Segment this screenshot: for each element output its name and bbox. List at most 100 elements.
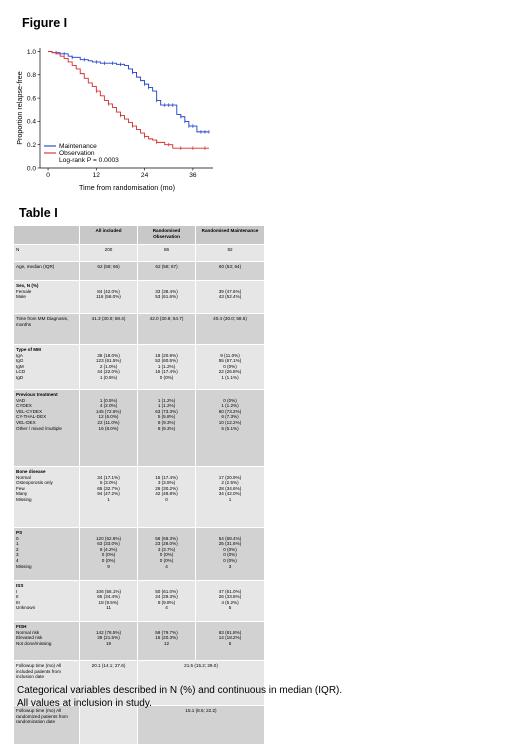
header-randomised-observation: Randomised Observation xyxy=(137,225,196,245)
row-label-line: Sex, N (%) xyxy=(16,283,39,288)
cell-c2: ​50 (61.0%)24 (29.3%)8 (9.8%)4 xyxy=(137,580,196,622)
cell-line: 6 (7.3%) xyxy=(221,414,239,420)
cell-line: 94 (47.2%) xyxy=(97,491,120,497)
row-label-line: Few xyxy=(16,485,25,491)
chart-ticks: 0.0 0.2 0.4 0.6 0.8 1.0 0 12 24 36 xyxy=(27,49,197,179)
cell-line: 0 (0%) xyxy=(223,552,237,558)
cell-line: 4 xyxy=(165,605,168,611)
followup1-randomised: 21.5 (15.2; 29.0) xyxy=(137,660,265,706)
cell-c1: ​120 (62.8%)63 (33.0%)8 (4.2%)0 (0%)0 (0… xyxy=(79,527,138,581)
row-label-line: 1 xyxy=(16,541,19,547)
row-label-line: IgA xyxy=(16,352,23,358)
cell-line: 0 (0%) xyxy=(159,557,174,563)
cell-line: 60 (53; 64) xyxy=(218,264,242,269)
cell-c3: 60 (53; 64) xyxy=(195,261,265,281)
cell-c1: 41.3 (30.0; 58.4) xyxy=(79,313,138,345)
km-chart: 0.0 0.2 0.4 0.6 0.8 1.0 0 12 24 36 MaintenanceObs… xyxy=(15,48,213,192)
row-label-line: 0 xyxy=(16,535,19,541)
table-title: Table I xyxy=(19,206,58,220)
legend-label: Maintenance xyxy=(59,143,97,150)
cell-line: 42 (48.8%) xyxy=(155,491,178,497)
cell-line: 60 (73.2%) xyxy=(218,408,242,414)
cell-line: 12 xyxy=(163,640,170,646)
followup1-all: 20.1 (14.1; 27.6) xyxy=(79,660,138,706)
chart-curves xyxy=(48,50,210,150)
cell-line: 0 (0%) xyxy=(223,363,237,369)
cell-line: 62 (58; 67) xyxy=(155,264,178,269)
cell-line: 1 (1.2%) xyxy=(221,403,239,409)
row-label-line: I xyxy=(16,588,18,594)
cell-line: 1 (1.2%) xyxy=(157,403,176,409)
table-row: Previous treatment VAD CYDEX VEL-CYDEX CY-TH… xyxy=(13,389,265,467)
x-axis-label: Time from randomisation (mo) xyxy=(79,183,175,192)
row-label-line: FISH xyxy=(16,624,27,629)
row-label: Time from MM Diagnosis, months xyxy=(13,313,80,345)
cell-line: 0 (0%) xyxy=(223,546,237,552)
cell-line: 2 (1.0%) xyxy=(99,363,118,369)
cell-line: 106 (56.1%) xyxy=(95,588,122,594)
followup1-label: Followup time (mo) All included patients… xyxy=(13,660,80,706)
cell-c3: ​17 (20.9%)2 (2.5%)28 (34.6%)34 (42.0%)1 xyxy=(195,466,265,528)
row-label-line: Osteoporosis only xyxy=(16,480,53,486)
footnote-line-2: All values at inclusion in study. xyxy=(17,698,152,709)
row-label-line: LCD xyxy=(16,369,26,375)
table-row: Bone disease Normal Osteoporosis only Few Ma… xyxy=(13,466,265,528)
cell-line: 200 xyxy=(104,247,113,252)
cell-c1: ​106 (56.1%)65 (34.4%)18 (9.5%)11 xyxy=(79,580,138,622)
cell-line: 53 (61.6%) xyxy=(155,294,178,300)
cell-c3: 40.4 (30.0; 58.5) xyxy=(195,313,265,345)
cell-line: 11 xyxy=(106,605,111,611)
row-label: FISH Normal risk Elevated risk Not done/mis… xyxy=(13,621,80,661)
row-label: PS 0 1 2 3 4 Missing xyxy=(13,527,80,581)
cell-line: 145 (72.5%) xyxy=(95,408,122,414)
figure-title: Figure I xyxy=(22,16,68,30)
cell-c2: 42.0 (30.8; 54.7) xyxy=(137,313,196,345)
cell-line: 44 (22.0%) xyxy=(97,369,120,375)
row-label-line: CY-THAL-DEX xyxy=(16,414,47,420)
cell-c3: ​47 (61.0%)26 (33.8%)4 (5.2%)5 xyxy=(195,580,265,622)
cell-line: 0 (0%) xyxy=(159,374,174,380)
row-label-line: CYDEX xyxy=(16,403,32,409)
cell-line: 3 (3.7%) xyxy=(157,546,176,552)
row-label: ISS I II III Unknown xyxy=(13,580,80,622)
cell-line: 43 (52.4%) xyxy=(218,294,242,300)
cell-c3: ​9 (11.0%)55 (67.1%)0 (0%)22 (26.8%)1 (1… xyxy=(195,344,265,390)
chart-axes xyxy=(39,48,213,169)
row-label-line: Time from MM Diagnosis, months xyxy=(16,316,69,327)
y-tick-label: 0.4 xyxy=(27,119,36,126)
row-label-line: Age, median (IQR) xyxy=(16,264,55,269)
cell-c1: ​36 (18.0%)123 (61.5%)2 (1.0%)44 (22.0%)… xyxy=(79,344,138,390)
table-row-followup-randomized: Followup time (mo) All randomized patien… xyxy=(13,705,265,745)
row-label-line: III xyxy=(16,599,20,605)
row-label-line: IgD xyxy=(16,374,24,380)
cell-c1: 62 (58; 66) xyxy=(79,261,138,281)
row-label-line: Female xyxy=(16,288,32,294)
row-label-line: Not done/missing xyxy=(16,640,52,646)
cell-line: 18 (20.9%) xyxy=(155,352,178,358)
x-tick-label: 12 xyxy=(93,172,101,179)
cell-line: 5 xyxy=(228,605,232,611)
row-label: Age, median (IQR) xyxy=(13,261,80,281)
cell-c1: 200 xyxy=(79,244,138,262)
table-header-row: All included Randomised Observation Rand… xyxy=(13,225,265,245)
header-blank xyxy=(13,225,80,245)
row-label-line: VAD xyxy=(16,397,26,403)
cell-line: 54 (68.4%) xyxy=(218,535,242,541)
cell-line: 2 (2.5%) xyxy=(221,480,239,486)
cell-line: 63 (81.8%) xyxy=(218,629,242,635)
cell-line: 50 (61.0%) xyxy=(155,588,178,594)
cell-line: 9 xyxy=(107,563,110,569)
row-label-line: VEL-DEX xyxy=(16,419,36,425)
row-label-line: IgM xyxy=(16,363,24,369)
row-label-line: Elevated risk xyxy=(16,635,43,641)
cell-line: 0 (0%) xyxy=(101,552,116,558)
cell-line: 65 (34.4%) xyxy=(97,594,120,600)
cell-line: 0 (0%) xyxy=(101,557,116,563)
cell-line: 10 (12.2%) xyxy=(218,419,242,425)
cell-line: 39 (47.6%) xyxy=(218,288,242,294)
cell-c3: ​39 (47.6%)43 (52.4%) xyxy=(195,280,265,314)
table-row: FISH Normal risk Elevated risk Not done/mis… xyxy=(13,621,265,661)
